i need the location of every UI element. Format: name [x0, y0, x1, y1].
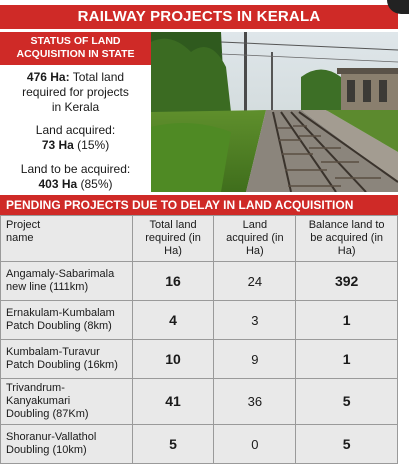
- col-header-acquired: Land acquired (in Ha): [213, 215, 297, 262]
- total-land-cell: 16: [131, 261, 215, 301]
- pending-projects-table: Project name Total land required (in Ha) L…: [0, 215, 398, 464]
- land-status-panel: STATUS OF LAND ACQUISITION IN STATE 476 …: [0, 32, 151, 192]
- railway-photo-illustration: [151, 32, 398, 192]
- acquired-cell: 24: [213, 261, 297, 301]
- acquired-cell: 0: [213, 424, 297, 464]
- acquired-cell: 36: [213, 378, 297, 425]
- pending-projects-heading: PENDING PROJECTS DUE TO DELAY IN LAND AC…: [0, 195, 398, 215]
- acquired-pct: (15%): [73, 138, 110, 152]
- balance-cell: 5: [295, 378, 398, 425]
- table-header-row: Project name Total land required (in Ha) L…: [0, 215, 398, 262]
- page-title: RAILWAY PROJECTS IN KERALA: [0, 5, 398, 29]
- status-heading-line1: STATUS OF LAND: [30, 35, 121, 47]
- balance-cell: 392: [295, 261, 398, 301]
- project-name: Ernakulam-Kumbalam Patch Doubling (8km): [0, 300, 133, 340]
- balance-cell: 1: [295, 300, 398, 340]
- table-row: Angamaly-Sabarimala new line (111km) 16 2…: [0, 261, 398, 301]
- total-land-text2: required for projects: [22, 85, 129, 99]
- project-name: Kumbalam-Turavur Patch Doubling (16km): [0, 339, 133, 379]
- acquired-stat: Land acquired: 73 Ha (15%): [4, 123, 147, 153]
- total-land-cell: 4: [131, 300, 215, 340]
- total-land-cell: 5: [131, 424, 215, 464]
- table-row: Kumbalam-Turavur Patch Doubling (16km) 10…: [0, 339, 398, 379]
- total-land-text1: Total land: [69, 70, 125, 84]
- balance-cell: 5: [295, 424, 398, 464]
- total-land-cell: 10: [131, 339, 215, 379]
- to-acquire-stat: Land to be acquired: 403 Ha (85%): [4, 162, 147, 192]
- table-row: Trivandrum-Kanyakumari Doubling (87Km) 41…: [0, 378, 398, 425]
- to-acquire-label: Land to be acquired:: [20, 162, 131, 176]
- acquired-cell: 9: [213, 339, 297, 379]
- acquired-value: 73 Ha: [41, 138, 74, 152]
- to-acquire-value: 403 Ha: [38, 177, 78, 191]
- acquired-cell: 3: [213, 300, 297, 340]
- col-header-project: Project name: [0, 215, 133, 262]
- total-land-stat: 476 Ha: Total land required for projects…: [4, 70, 147, 115]
- status-heading-line2: ACQUISITION IN STATE: [16, 48, 135, 60]
- project-name: Angamaly-Sabarimala new line (111km): [0, 261, 133, 301]
- project-name: Trivandrum-Kanyakumari Doubling (87Km): [0, 378, 133, 425]
- corner-decoration: [387, 0, 409, 14]
- project-name: Shoranur-Vallathol Doubling (10km): [0, 424, 133, 464]
- table-row: Shoranur-Vallathol Doubling (10km) 5 0 5: [0, 424, 398, 464]
- total-land-text3: in Kerala: [51, 100, 100, 114]
- acquired-label: Land acquired:: [35, 123, 116, 137]
- total-land-cell: 41: [131, 378, 215, 425]
- col-header-balance: Balance land to be acquired (in Ha): [295, 215, 398, 262]
- railway-track-photo: [151, 32, 398, 192]
- table-row: Ernakulam-Kumbalam Patch Doubling (8km) 4…: [0, 300, 398, 340]
- total-land-value: 476 Ha:: [26, 70, 70, 84]
- col-header-total: Total land required (in Ha): [131, 215, 215, 262]
- to-acquire-pct: (85%): [77, 177, 113, 191]
- status-heading: STATUS OF LAND ACQUISITION IN STATE: [0, 32, 151, 65]
- balance-cell: 1: [295, 339, 398, 379]
